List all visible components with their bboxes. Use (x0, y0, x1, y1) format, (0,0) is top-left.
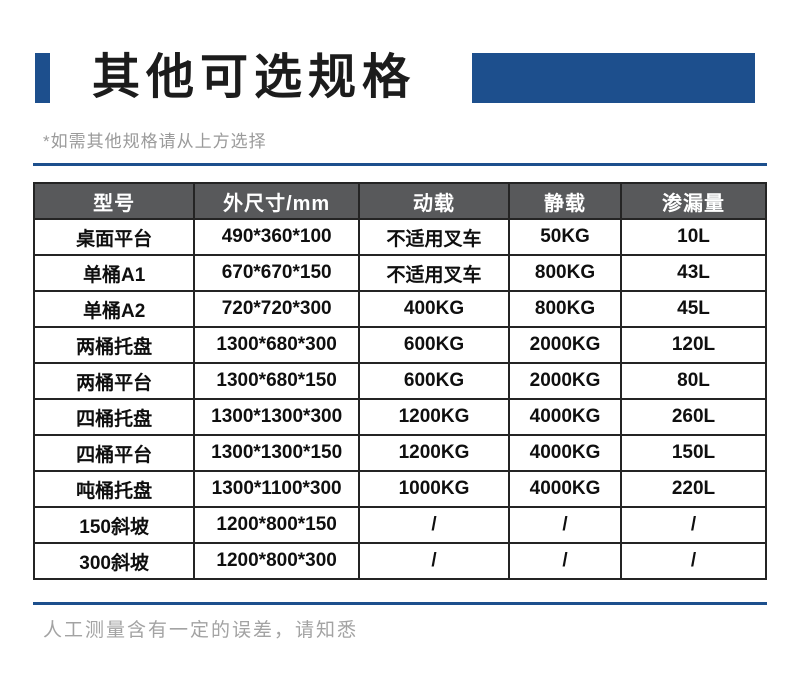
table-cell: 10L (620, 218, 767, 256)
column-header-dynamic-load: 动载 (357, 182, 511, 220)
table-cell: 800KG (508, 254, 623, 292)
table-cell: 1300*1100*300 (193, 470, 360, 508)
column-header-leak-capacity: 渗漏量 (620, 182, 767, 220)
table-row: 单桶A1 670*670*150 不适用叉车 800KG 43L (32, 254, 767, 292)
table-row: 四桶托盘 1300*1300*300 1200KG 4000KG 260L (32, 398, 767, 436)
table-cell: 四桶托盘 (32, 398, 196, 436)
table-cell: 吨桶托盘 (32, 470, 196, 508)
table-row: 两桶平台 1300*680*150 600KG 2000KG 80L (32, 362, 767, 400)
table-cell: 2000KG (508, 362, 623, 400)
table-cell: 1200KG (357, 434, 511, 472)
table-cell: 1300*680*300 (193, 326, 360, 364)
table-cell: 150L (620, 434, 767, 472)
table-cell: 4000KG (508, 434, 623, 472)
table-cell: 桌面平台 (32, 218, 196, 256)
table-cell: 45L (620, 290, 767, 328)
table-row: 150斜坡 1200*800*150 / / / (32, 506, 767, 544)
table-row: 单桶A2 720*720*300 400KG 800KG 45L (32, 290, 767, 328)
table-cell: 不适用叉车 (357, 218, 511, 256)
table-cell: 单桶A1 (32, 254, 196, 292)
table-cell: 单桶A2 (32, 290, 196, 328)
table-cell: 1200KG (357, 398, 511, 436)
table-cell: 43L (620, 254, 767, 292)
table-cell: 720*720*300 (193, 290, 360, 328)
title-accent-bar (35, 53, 50, 103)
table-cell: 2000KG (508, 326, 623, 364)
table-cell: / (620, 506, 767, 544)
table-cell: 1200*800*150 (193, 506, 360, 544)
table-cell: 600KG (357, 362, 511, 400)
footer-note: 人工测量含有一定的误差，请知悉 (43, 620, 359, 641)
table-cell: 4000KG (508, 470, 623, 508)
table-cell: / (357, 542, 511, 580)
table-cell: 260L (620, 398, 767, 436)
table-cell: 490*360*100 (193, 218, 360, 256)
table-cell: 1200*800*300 (193, 542, 360, 580)
column-header-static-load: 静载 (508, 182, 623, 220)
table-cell: 220L (620, 470, 767, 508)
top-divider-line (33, 163, 767, 166)
table-cell: / (620, 542, 767, 580)
table-cell: 600KG (357, 326, 511, 364)
table-cell: 1300*1300*150 (193, 434, 360, 472)
bottom-divider-line (33, 602, 767, 605)
column-header-outer-size: 外尺寸/mm (193, 182, 360, 220)
table-row: 300斜坡 1200*800*300 / / / (32, 542, 767, 580)
table-cell: 两桶托盘 (32, 326, 196, 364)
content-area: 其他可选规格 *如需其他规格请从上方选择 型号 外尺寸/mm 动载 静载 渗漏量 (0, 53, 800, 644)
note-text: *如需其他规格请从上方选择 (43, 132, 267, 151)
table-cell: 1000KG (357, 470, 511, 508)
table-cell: 120L (620, 326, 767, 364)
table-cell: 4000KG (508, 398, 623, 436)
spec-table: 型号 外尺寸/mm 动载 静载 渗漏量 桌面平台 490*360*100 不适用… (32, 182, 767, 580)
table-cell: 80L (620, 362, 767, 400)
column-header-model: 型号 (32, 182, 196, 220)
table-row: 两桶托盘 1300*680*300 600KG 2000KG 120L (32, 326, 767, 364)
table-row: 桌面平台 490*360*100 不适用叉车 50KG 10L (32, 218, 767, 256)
table-cell: / (508, 542, 623, 580)
table-cell: 1300*680*150 (193, 362, 360, 400)
table-cell: / (508, 506, 623, 544)
table-cell: 四桶平台 (32, 434, 196, 472)
table-cell: 50KG (508, 218, 623, 256)
section-header: 其他可选规格 (33, 53, 767, 103)
table-cell: / (357, 506, 511, 544)
table-row: 吨桶托盘 1300*1100*300 1000KG 4000KG 220L (32, 470, 767, 508)
table-cell: 670*670*150 (193, 254, 360, 292)
table-cell: 两桶平台 (32, 362, 196, 400)
table-cell: 800KG (508, 290, 623, 328)
page-title: 其他可选规格 (92, 51, 417, 104)
table-cell: 不适用叉车 (357, 254, 511, 292)
table-cell: 150斜坡 (32, 506, 196, 544)
table-row: 四桶平台 1300*1300*150 1200KG 4000KG 150L (32, 434, 767, 472)
header-accent-block (472, 53, 755, 103)
table-cell: 400KG (357, 290, 511, 328)
table-cell: 300斜坡 (32, 542, 196, 580)
table-header-row: 型号 外尺寸/mm 动载 静载 渗漏量 (32, 182, 767, 220)
table-cell: 1300*1300*300 (193, 398, 360, 436)
